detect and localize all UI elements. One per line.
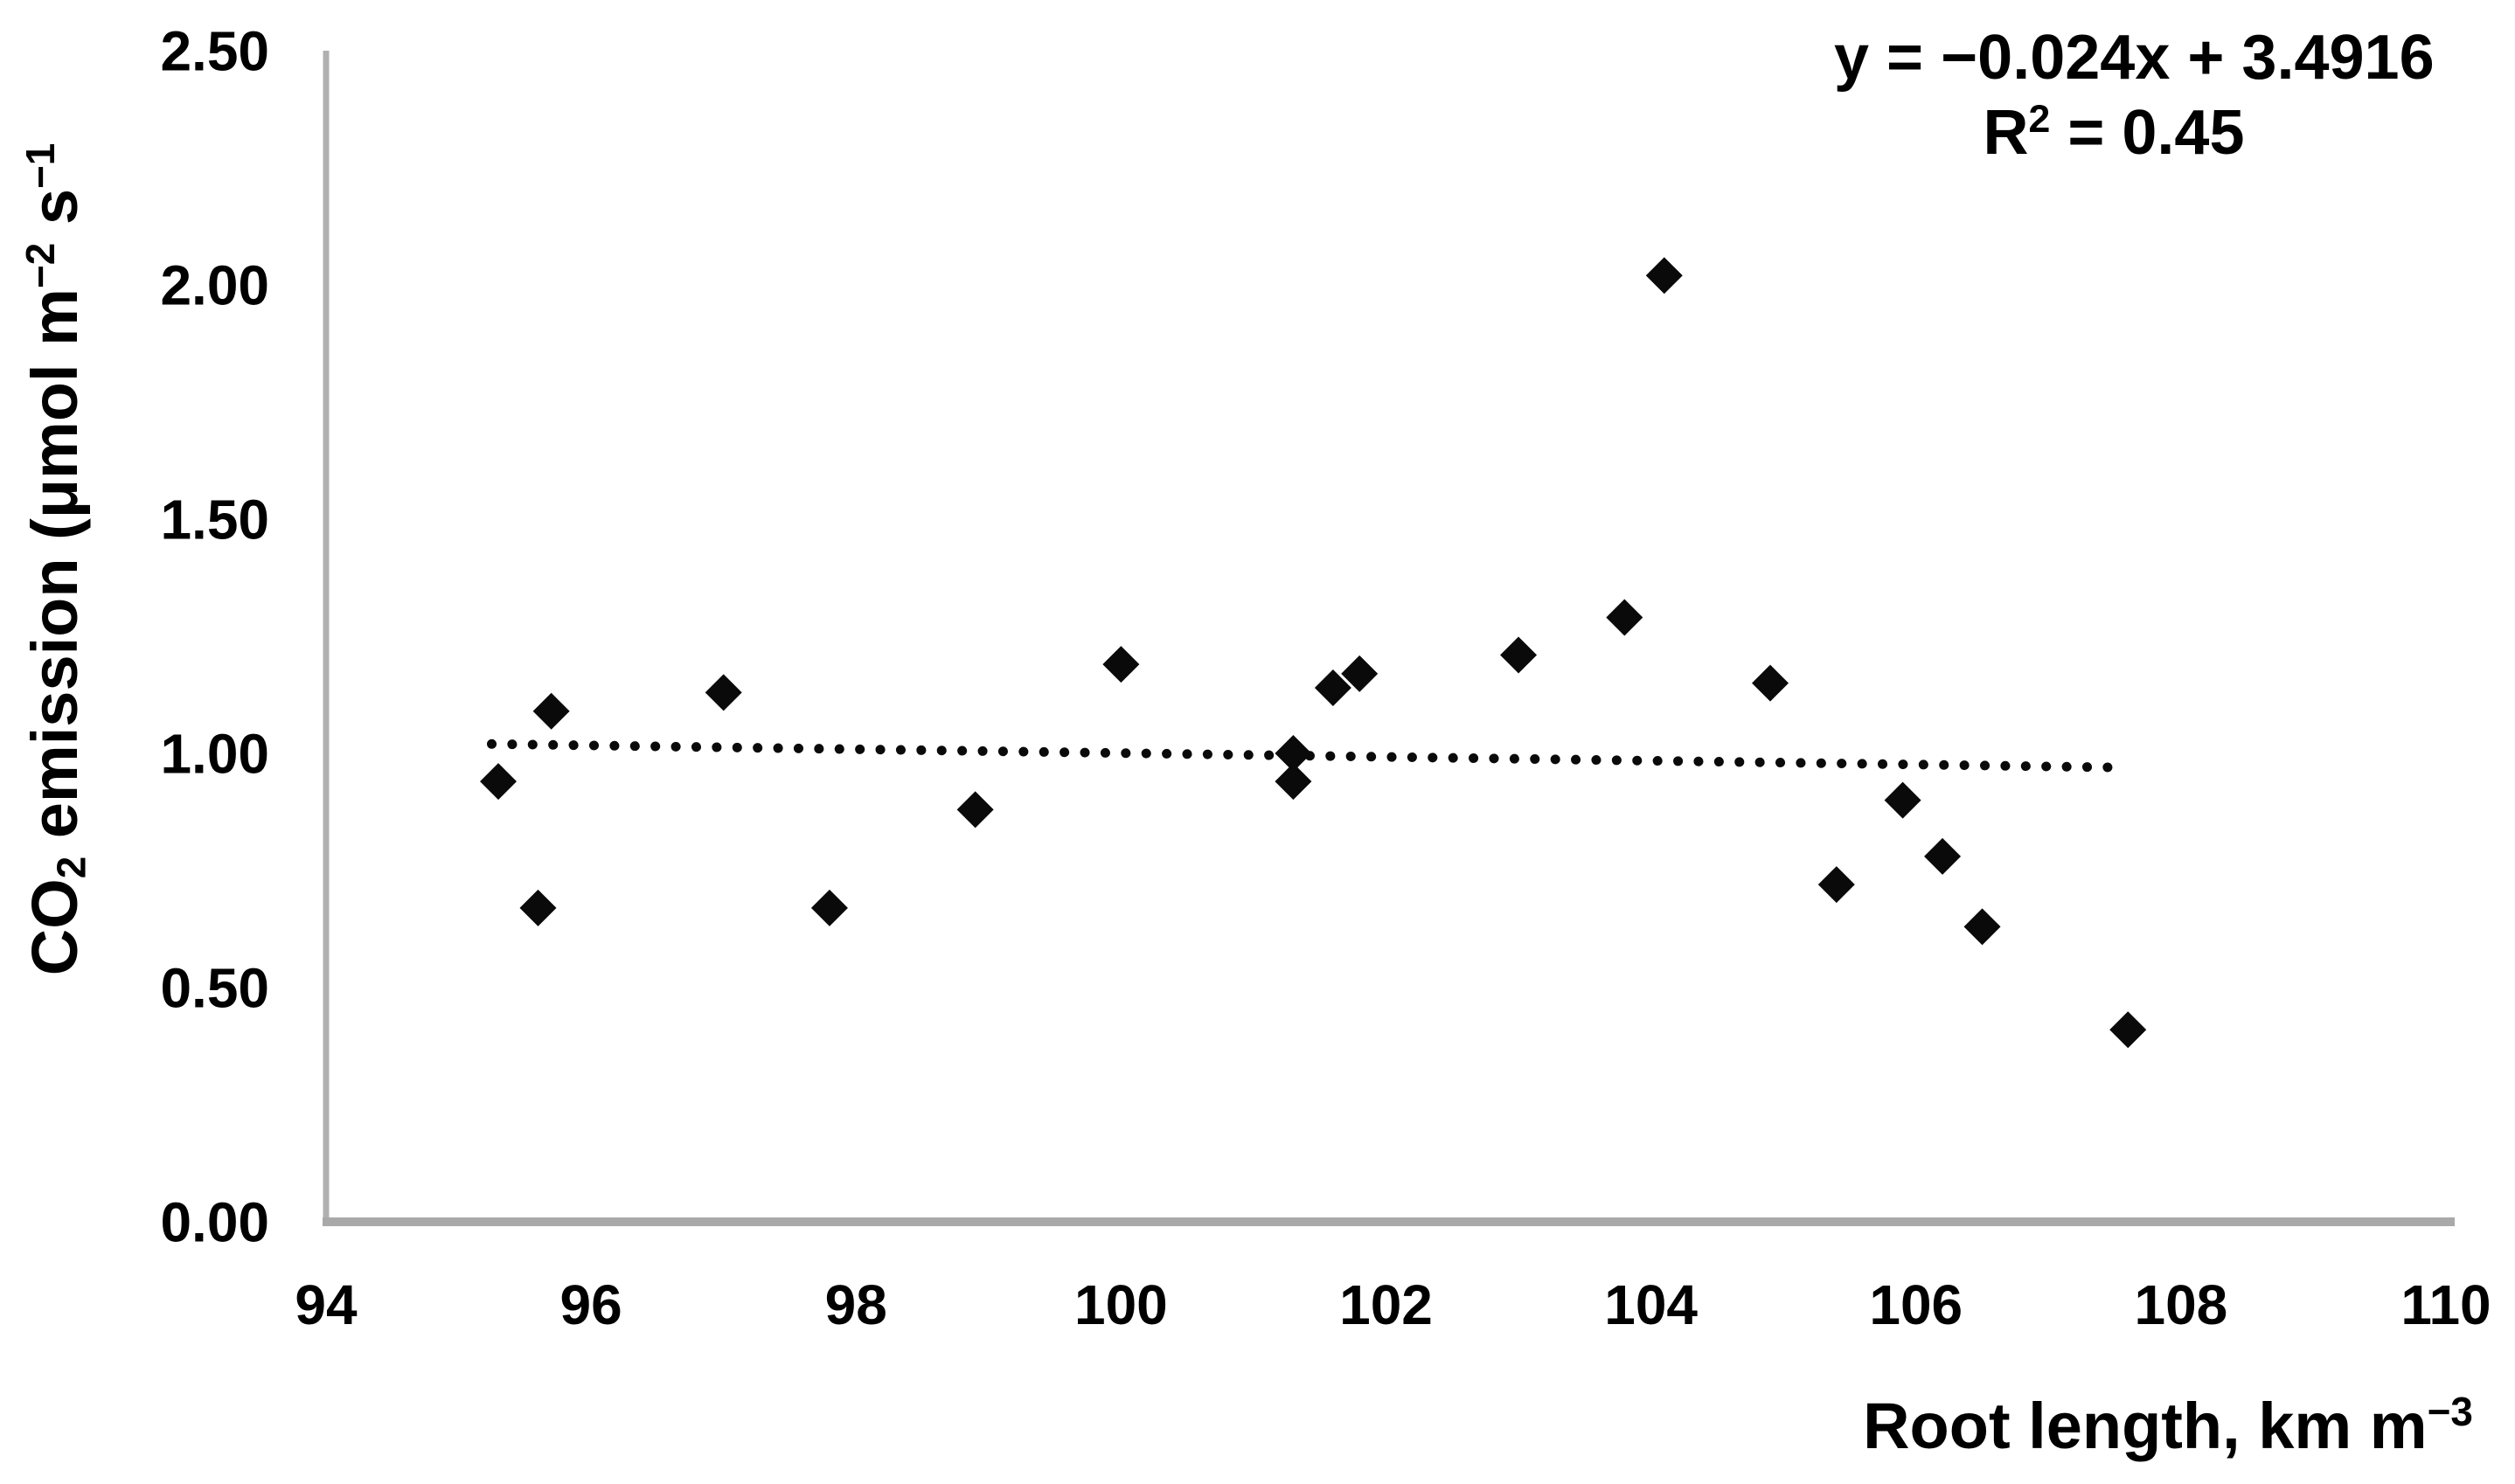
data-point — [1341, 655, 1379, 692]
y-tick-label: 0.50 — [160, 956, 269, 1019]
y-tick-label: 1.00 — [160, 722, 269, 785]
data-point — [519, 889, 557, 926]
y-tick-label: 2.50 — [160, 19, 269, 82]
y-tick-label: 1.50 — [160, 488, 269, 551]
x-tick-label: 94 — [295, 1273, 358, 1336]
x-tick-label: 104 — [1604, 1273, 1698, 1336]
trendline-equation-label: y = −0.024x + 3.4916 — [1834, 23, 2435, 93]
x-tick-label: 96 — [560, 1273, 622, 1336]
data-point — [1275, 763, 1312, 801]
x-tick-label: 106 — [1869, 1273, 1963, 1336]
data-point — [1884, 781, 1921, 819]
x-tick-label: 102 — [1339, 1273, 1433, 1336]
axes — [323, 51, 2455, 1226]
data-points — [480, 257, 2147, 1049]
trendline-dotted — [486, 739, 2120, 773]
y-tick-label: 2.00 — [160, 253, 269, 316]
data-point — [1924, 837, 1962, 875]
data-point — [1752, 664, 1789, 702]
x-tick-labels: 94 96 98 100 102 104 106 108 110 — [295, 1273, 2491, 1336]
x-axis-title: Root length, km m−3 — [1863, 1389, 2473, 1462]
data-point — [532, 692, 570, 730]
x-tick-label: 100 — [1074, 1273, 1168, 1336]
data-point — [1314, 669, 1351, 706]
r-squared-label: R2 = 0.45 — [1983, 98, 2244, 168]
data-point — [1500, 636, 1538, 674]
data-point — [1963, 908, 2001, 946]
data-point — [810, 889, 848, 926]
data-point — [1817, 866, 1855, 904]
data-point — [480, 763, 518, 801]
x-tick-label: 110 — [2400, 1273, 2491, 1336]
data-point — [956, 791, 994, 829]
data-point — [705, 674, 742, 711]
data-point — [1645, 257, 1683, 295]
y-axis-title: CO2 emission (μmol m−2 s−1 — [17, 143, 94, 976]
x-tick-label: 98 — [825, 1273, 887, 1336]
x-tick-label: 108 — [2134, 1273, 2227, 1336]
data-point — [2109, 1011, 2147, 1049]
data-point — [1606, 599, 1643, 636]
data-point — [1275, 735, 1312, 772]
y-tick-labels: 0.00 0.50 1.00 1.50 2.00 2.50 — [160, 19, 269, 1253]
y-tick-label: 0.00 — [160, 1190, 269, 1253]
data-point — [1102, 646, 1140, 683]
